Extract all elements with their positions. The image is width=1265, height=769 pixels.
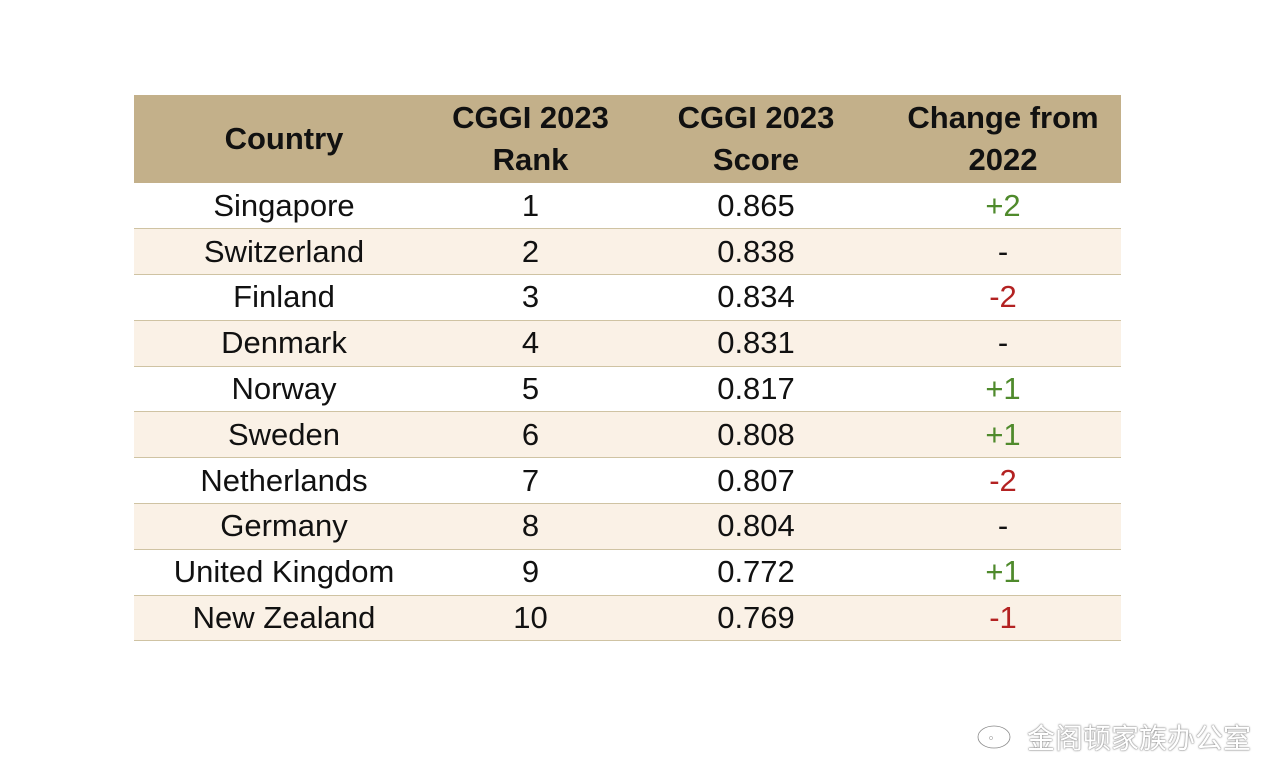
score-cell: 0.865 [717, 187, 795, 223]
header-row: Country CGGI 2023 Rank CGGI 2023 Score C… [134, 95, 1121, 183]
change-cell: - [997, 325, 1009, 361]
rank-cell: 3 [521, 279, 540, 315]
score-cell: 0.772 [717, 554, 795, 590]
table-row: United Kingdom 9 0.772 +1 [134, 549, 1121, 596]
country-cell: Finland [233, 279, 335, 315]
watermark-text: 金阁顿家族办公室 [1026, 722, 1251, 754]
country-cell: Sweden [227, 416, 341, 452]
table-row: Norway 5 0.817 +1 [134, 366, 1121, 412]
header-country: Country [134, 95, 434, 183]
table-body: Singapore 1 0.865 +2 Switzerland 2 0.838… [134, 183, 1121, 641]
change-cell: +2 [985, 187, 1021, 223]
watermark: 金阁顿家族办公室 [975, 716, 1251, 757]
score-cell: 0.769 [717, 600, 795, 636]
rank-cell: 8 [521, 508, 540, 544]
table-row: New Zealand 10 0.769 -1 [134, 595, 1121, 641]
rank-cell: 9 [521, 554, 540, 590]
country-cell: Netherlands [200, 462, 368, 498]
score-cell: 0.817 [717, 371, 795, 407]
header-score: CGGI 2023 Score [627, 95, 885, 183]
table-row: Switzerland 2 0.838 - [134, 228, 1121, 275]
ranking-table-container: Country CGGI 2023 Rank CGGI 2023 Score C… [134, 95, 1121, 641]
table-row: Denmark 4 0.831 - [134, 320, 1121, 367]
header-change: Change from 2022 [885, 95, 1121, 183]
country-cell: New Zealand [192, 600, 376, 636]
rank-cell: 2 [521, 233, 540, 269]
rank-cell: 6 [521, 416, 540, 452]
weibo-icon [975, 716, 1021, 757]
score-cell: 0.807 [717, 462, 795, 498]
table-row: Germany 8 0.804 - [134, 503, 1121, 550]
country-cell: Norway [231, 371, 337, 407]
header-score-line2: Score [712, 142, 800, 177]
score-cell: 0.831 [717, 325, 795, 361]
header-change-line1: Change from [907, 100, 1099, 135]
country-cell: United Kingdom [173, 554, 395, 590]
rank-cell: 10 [513, 600, 548, 636]
cggi-ranking-table: Country CGGI 2023 Rank CGGI 2023 Score C… [134, 95, 1121, 641]
table-row: Finland 3 0.834 -2 [134, 274, 1121, 321]
rank-cell: 7 [521, 462, 540, 498]
country-cell: Singapore [213, 187, 355, 223]
header-change-line2: 2022 [968, 142, 1038, 177]
change-cell: -1 [989, 600, 1017, 636]
country-cell: Switzerland [203, 233, 365, 269]
change-cell: -2 [989, 279, 1017, 315]
change-cell: +1 [985, 371, 1021, 407]
header-rank-line1: CGGI 2023 [452, 100, 609, 135]
score-cell: 0.808 [717, 416, 795, 452]
rank-cell: 5 [521, 371, 540, 407]
change-cell: - [997, 233, 1009, 269]
table-row: Singapore 1 0.865 +2 [134, 183, 1121, 229]
change-cell: -2 [989, 462, 1017, 498]
rank-cell: 4 [521, 325, 540, 361]
rank-cell: 1 [521, 187, 540, 223]
score-cell: 0.838 [717, 233, 795, 269]
change-cell: - [997, 508, 1009, 544]
table-row: Netherlands 7 0.807 -2 [134, 457, 1121, 504]
header-rank-line2: Rank [492, 142, 569, 177]
header-country-label: Country [224, 121, 344, 156]
change-cell: +1 [985, 554, 1021, 590]
table-row: Sweden 6 0.808 +1 [134, 411, 1121, 458]
header-score-line1: CGGI 2023 [677, 100, 835, 135]
country-cell: Germany [220, 508, 348, 544]
table-header: Country CGGI 2023 Rank CGGI 2023 Score C… [134, 95, 1121, 183]
change-cell: +1 [985, 416, 1021, 452]
country-cell: Denmark [221, 325, 347, 361]
score-cell: 0.834 [717, 279, 795, 315]
header-rank: CGGI 2023 Rank [434, 95, 627, 183]
score-cell: 0.804 [717, 508, 795, 544]
